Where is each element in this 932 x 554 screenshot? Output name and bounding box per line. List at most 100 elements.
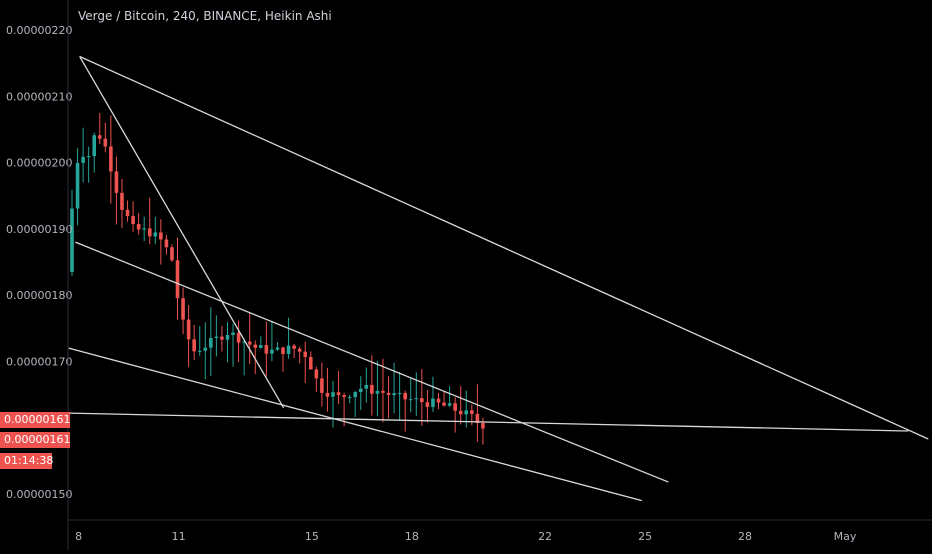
candle-body: [181, 298, 185, 320]
trendline[interactable]: [75, 241, 669, 483]
candle-body: [92, 135, 97, 157]
candle-body: [192, 339, 196, 352]
candle-body: [331, 392, 335, 397]
y-axis: 0.00000220 0.00000210 0.00000200 0.00000190…: [6, 0, 72, 550]
y-tick-label: 0.00000180: [6, 289, 72, 302]
trendline[interactable]: [68, 412, 909, 432]
candle-body: [397, 393, 402, 395]
candle-body: [297, 348, 302, 352]
candle-body: [197, 350, 202, 352]
candle-body: [253, 344, 258, 348]
candle-body: [414, 398, 419, 400]
bar-countdown-badge: 01:14:38: [0, 453, 53, 469]
trendlines: [68, 55, 929, 502]
candle-body: [370, 385, 374, 394]
candle-body: [375, 390, 380, 394]
candle-body: [175, 260, 180, 299]
candle-body: [458, 410, 463, 415]
candle-body: [159, 232, 163, 240]
x-tick-label: 25: [638, 530, 652, 543]
x-axis: 8 11 15 18 22 25 28 May: [68, 519, 932, 543]
candle-body: [358, 388, 363, 393]
trendline[interactable]: [79, 56, 285, 409]
candle-body: [342, 395, 346, 398]
trendline[interactable]: [79, 55, 929, 440]
candle-body: [442, 402, 446, 406]
candle-body: [436, 398, 441, 403]
candle-body: [264, 345, 269, 354]
candle-body: [420, 398, 424, 403]
candle-body: [242, 341, 246, 343]
candle-body: [142, 228, 146, 230]
last-close-badge: 0.00000161: [0, 432, 70, 448]
candle-body: [270, 349, 274, 354]
y-tick-label: 0.00000200: [6, 157, 72, 170]
candles: [70, 112, 485, 445]
candle-body: [75, 162, 80, 209]
candle-body: [481, 423, 485, 429]
candle-body: [353, 392, 358, 398]
chart-title: Verge / Bitcoin, 240, BINANCE, Heikin As…: [78, 9, 332, 23]
candle-body: [286, 345, 291, 354]
candle-body: [209, 337, 213, 348]
candle-body: [320, 378, 324, 393]
candle-body: [259, 345, 263, 348]
candle-body: [303, 351, 308, 357]
trendline[interactable]: [68, 347, 642, 502]
candle-body: [86, 156, 91, 158]
candle-body: [153, 232, 158, 237]
candle-body: [131, 216, 135, 225]
candle-body: [203, 347, 208, 351]
candle-body: [109, 146, 113, 172]
y-tick-label: 0.00000170: [6, 355, 72, 368]
current-price-badge: 0.00000161: [0, 412, 70, 428]
y-tick-label: 0.00000210: [6, 90, 72, 103]
candle-body: [231, 332, 235, 335]
candle-body: [403, 393, 407, 400]
candle-body: [336, 392, 341, 396]
x-tick-label: 22: [538, 530, 552, 543]
candle-body: [364, 385, 369, 389]
x-tick-label: 11: [172, 530, 186, 543]
candle-body: [103, 138, 108, 147]
candle-body: [447, 403, 452, 406]
candle-body: [136, 224, 141, 230]
candle-body: [225, 334, 230, 340]
candle-body: [381, 390, 385, 393]
candle-body: [386, 392, 391, 396]
candle-body: [147, 228, 152, 237]
candle-body: [275, 347, 280, 350]
candle-body: [408, 399, 413, 401]
candle-body: [186, 319, 191, 340]
candle-body: [214, 336, 219, 338]
x-tick-label: 28: [738, 530, 752, 543]
candle-body: [292, 345, 296, 349]
candle-body: [120, 192, 124, 210]
candle-body: [164, 239, 169, 248]
candle-body: [347, 397, 352, 399]
candle-body: [236, 332, 241, 343]
y-tick-label: 0.00000150: [6, 488, 72, 501]
candle-body: [247, 341, 252, 345]
candle-body: [425, 402, 430, 407]
x-tick-label: 8: [75, 530, 82, 543]
candle-body: [392, 393, 396, 396]
candle-body: [81, 156, 85, 163]
candle-body: [114, 171, 119, 193]
candle-body: [97, 135, 102, 139]
candle-body: [125, 209, 130, 217]
candle-body: [220, 336, 224, 340]
x-tick-label: 18: [405, 530, 419, 543]
y-tick-label: 0.00000220: [6, 24, 72, 37]
x-tick-label: May: [834, 530, 857, 543]
candle-body: [281, 347, 285, 354]
candle-body: [70, 208, 74, 272]
candle-body: [431, 398, 435, 407]
candle-body: [170, 247, 174, 261]
candle-body: [470, 410, 474, 414]
candle-body: [308, 356, 313, 370]
candle-body: [453, 403, 457, 411]
candle-body: [464, 410, 469, 415]
